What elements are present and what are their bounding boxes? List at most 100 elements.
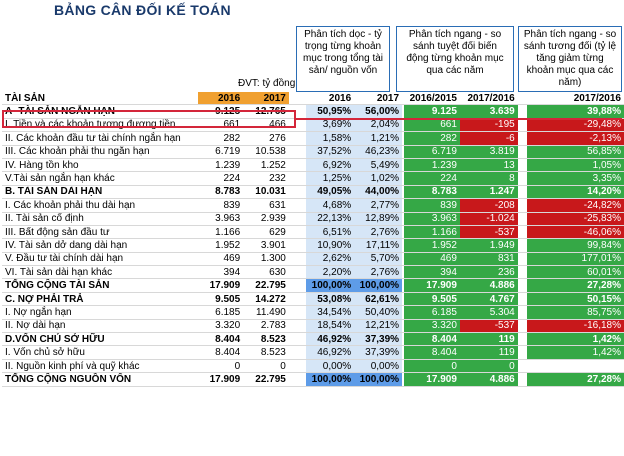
- col-header-pct-2016: 2016: [306, 92, 355, 106]
- abs-2016-2015: 839: [403, 198, 460, 213]
- value-2016: 0: [197, 359, 244, 374]
- value-2016: 9.505: [197, 292, 244, 307]
- row-label: IV. Hàng tồn kho: [2, 158, 198, 173]
- value-2016: 8.404: [197, 332, 244, 347]
- value-2016: 1.239: [197, 158, 244, 173]
- abs-2017-2016: -195: [459, 118, 518, 133]
- abs-2017-2016: 1.247: [459, 185, 518, 200]
- value-2017: 630: [243, 265, 289, 280]
- table-row: TỔNG CỘNG NGUỒN VỐN 17.909 22.795 100,00% 10…: [2, 372, 624, 387]
- abs-2016-2015: 9.125: [403, 104, 460, 119]
- value-2016: 661: [197, 118, 244, 133]
- value-2017: 232: [243, 171, 289, 186]
- row-label: I. Tiền và các khoản tương đương tiền: [2, 118, 198, 133]
- value-2016: 8.783: [197, 185, 244, 200]
- table-row: V.Tài sản ngắn hạn khác 224 232 1,25% 1,02% 2…: [2, 171, 624, 186]
- pct-2016: 10,90%: [306, 238, 355, 253]
- row-label: VI. Tài sản dài hạn khác: [2, 265, 198, 280]
- row-label: TỔNG CỘNG TÀI SẢN: [2, 278, 198, 293]
- row-label: V.Tài sản ngắn hạn khác: [2, 171, 198, 186]
- row-label: TỔNG CỘNG NGUỒN VỐN: [2, 372, 198, 387]
- pct-2016: 4,68%: [306, 198, 355, 213]
- value-2017: 11.490: [243, 305, 289, 320]
- value-2016: 1.952: [197, 238, 244, 253]
- value-2017: 14.272: [243, 292, 289, 307]
- abs-2017-2016: 0: [459, 359, 518, 374]
- table-header-row: TÀI SẢN 2016 2017 2016 2017 2016/2015 20…: [2, 92, 624, 106]
- rel-2017-2016: -29,48%: [527, 118, 624, 133]
- abs-2016-2015: 3.320: [403, 319, 460, 334]
- abs-2016-2015: 3.963: [403, 212, 460, 226]
- pct-2017: 44,00%: [354, 185, 403, 200]
- rel-2017-2016: -46,06%: [527, 225, 624, 240]
- abs-2016-2015: 1.239: [403, 158, 460, 173]
- abs-2017-2016: 4.886: [459, 372, 518, 387]
- value-2017: 1.300: [243, 252, 289, 267]
- pct-2017: 100,00%: [354, 278, 403, 293]
- rel-2017-2016: 50,15%: [527, 292, 624, 307]
- row-label: II. Nợ dài hạn: [2, 319, 198, 334]
- pct-2017: 1,21%: [354, 131, 403, 146]
- pct-2016: 0,00%: [306, 359, 355, 374]
- abs-2016-2015: 8.404: [403, 345, 460, 360]
- row-label: III. Các khoản phải thu ngắn hạn: [2, 145, 198, 159]
- pct-2017: 12,89%: [354, 212, 403, 226]
- table-row: V. Đầu tư tài chính dài hạn 469 1.300 2,62%…: [2, 252, 624, 267]
- rel-2017-2016: 14,20%: [527, 185, 624, 200]
- pct-2017: 50,40%: [354, 305, 403, 320]
- rel-2017-2016: 60,01%: [527, 265, 624, 280]
- abs-2017-2016: -208: [459, 198, 518, 213]
- pct-2017: 2,76%: [354, 225, 403, 240]
- table-row: I. Tiền và các khoản tương đương tiền 661…: [2, 118, 624, 133]
- rel-2017-2016: [527, 359, 624, 374]
- abs-2016-2015: 9.505: [403, 292, 460, 307]
- abs-2016-2015: 6.185: [403, 305, 460, 320]
- table-row: II. Nợ dài hạn 3.320 2.783 18,54% 12,21% 3.32…: [2, 319, 624, 334]
- abs-2016-2015: 394: [403, 265, 460, 280]
- rel-2017-2016: 39,88%: [527, 104, 624, 119]
- pct-2016: 100,00%: [306, 278, 355, 293]
- table-row: II. Nguồn kinh phí và quỹ khác 0 0 0,00% 0,0…: [2, 359, 624, 374]
- value-2016: 8.404: [197, 345, 244, 360]
- pct-2016: 6,51%: [306, 225, 355, 240]
- page-title: BẢNG CÂN ĐỐI KẾ TOÁN: [54, 2, 231, 18]
- row-label: B. TÀI SẢN DÀI HẠN: [2, 185, 198, 200]
- rel-2017-2016: 27,28%: [527, 372, 624, 387]
- abs-2017-2016: -1.024: [459, 212, 518, 226]
- value-2016: 224: [197, 171, 244, 186]
- rel-2017-2016: -16,18%: [527, 319, 624, 334]
- table-row: III. Các khoản phải thu ngắn hạn 6.719 10.…: [2, 145, 624, 159]
- value-2017: 276: [243, 131, 289, 146]
- pct-2017: 2,04%: [354, 118, 403, 133]
- abs-2016-2015: 661: [403, 118, 460, 133]
- abs-2017-2016: 5.304: [459, 305, 518, 320]
- rel-2017-2016: 3,35%: [527, 171, 624, 186]
- row-label: V. Đầu tư tài chính dài hạn: [2, 252, 198, 267]
- row-label: C. NỢ PHẢI TRẢ: [2, 292, 198, 307]
- pct-2017: 2,76%: [354, 265, 403, 280]
- row-label: D.VỐN CHỦ SỞ HỮU: [2, 332, 198, 347]
- abs-2017-2016: 13: [459, 158, 518, 173]
- pct-2016: 50,95%: [306, 104, 355, 119]
- header-vertical-analysis: Phân tích dọc - tỷ trọng từng khoản mục …: [296, 26, 390, 92]
- rel-2017-2016: 1,42%: [527, 345, 624, 360]
- pct-2017: 17,11%: [354, 238, 403, 253]
- value-2016: 17.909: [197, 278, 244, 293]
- row-label: II. Nguồn kinh phí và quỹ khác: [2, 359, 198, 374]
- pct-2016: 1,25%: [306, 171, 355, 186]
- row-label: IV. Tài sản dở dang dài hạn: [2, 238, 198, 253]
- col-header-2017: 2017: [243, 92, 289, 106]
- pct-2016: 46,92%: [306, 332, 355, 347]
- table-row: C. NỢ PHẢI TRẢ 9.505 14.272 53,08% 62,61% 9.5…: [2, 292, 624, 307]
- value-2017: 2.783: [243, 319, 289, 334]
- abs-2017-2016: 8: [459, 171, 518, 186]
- pct-2017: 5,49%: [354, 158, 403, 173]
- row-label: II. Các khoản đầu tư tài chính ngắn hạn: [2, 131, 198, 146]
- pct-2016: 49,05%: [306, 185, 355, 200]
- col-header-assets: TÀI SẢN: [2, 92, 198, 106]
- abs-2016-2015: 8.404: [403, 332, 460, 347]
- pct-2017: 0,00%: [354, 359, 403, 374]
- abs-2017-2016: -537: [459, 225, 518, 240]
- pct-2016: 46,92%: [306, 345, 355, 360]
- pct-2017: 56,00%: [354, 104, 403, 119]
